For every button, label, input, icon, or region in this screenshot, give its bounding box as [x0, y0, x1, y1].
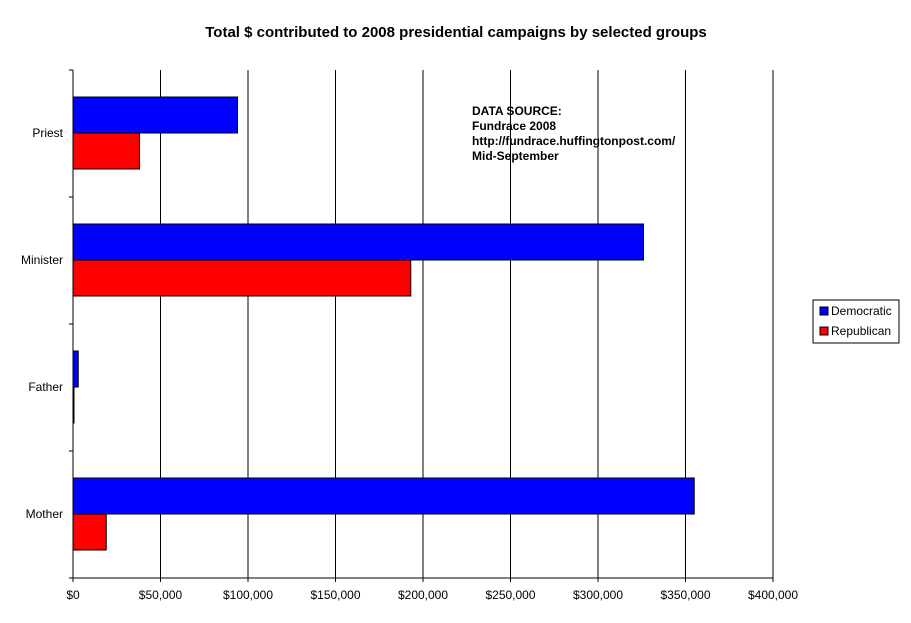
- x-tick-label: $400,000: [748, 588, 798, 602]
- bar-republican-priest: [72, 132, 140, 170]
- bar-republican-mother: [72, 513, 107, 551]
- legend-swatch: [819, 326, 829, 336]
- x-tick-label: $0: [66, 588, 80, 602]
- legend-swatch: [819, 306, 829, 316]
- annotation-line: Fundrace 2008: [472, 119, 556, 133]
- legend-label: Republican: [831, 324, 891, 338]
- x-tick-label: $250,000: [485, 588, 535, 602]
- data-source-annotation: DATA SOURCE:Fundrace 2008http://fundrace…: [472, 104, 676, 163]
- x-tick-label: $150,000: [310, 588, 360, 602]
- x-tick-label: $350,000: [660, 588, 710, 602]
- annotation-line: http://fundrace.huffingtonpost.com/: [472, 134, 676, 148]
- category-label: Mother: [26, 507, 63, 521]
- y-axis-category-labels: Priest Minister Father Mother: [21, 126, 64, 521]
- legend-label: Democratic: [831, 304, 892, 318]
- x-tick-label: $100,000: [223, 588, 273, 602]
- axes: [69, 69, 774, 582]
- bar-democratic-priest: [72, 96, 238, 134]
- legend: Democratic Republican: [812, 299, 900, 344]
- bars: [72, 96, 695, 551]
- x-tick-label: $300,000: [573, 588, 623, 602]
- category-label: Father: [28, 380, 63, 394]
- x-axis-tick-labels: $0 $50,000 $100,000 $150,000 $200,000 $250,00…: [66, 588, 798, 602]
- category-label: Minister: [21, 253, 63, 267]
- grid-lines: [160, 70, 774, 578]
- annotation-line: Mid-September: [472, 149, 559, 163]
- bar-republican-minister: [72, 259, 412, 297]
- bar-democratic-mother: [72, 477, 695, 515]
- x-tick-label: $200,000: [398, 588, 448, 602]
- bar-democratic-minister: [72, 223, 644, 261]
- x-tick-label: $50,000: [139, 588, 183, 602]
- category-label: Priest: [32, 126, 63, 140]
- bar-democratic-father: [72, 350, 79, 388]
- chart-title: Total $ contributed to 2008 presidential…: [205, 24, 707, 41]
- annotation-line: DATA SOURCE:: [472, 104, 562, 118]
